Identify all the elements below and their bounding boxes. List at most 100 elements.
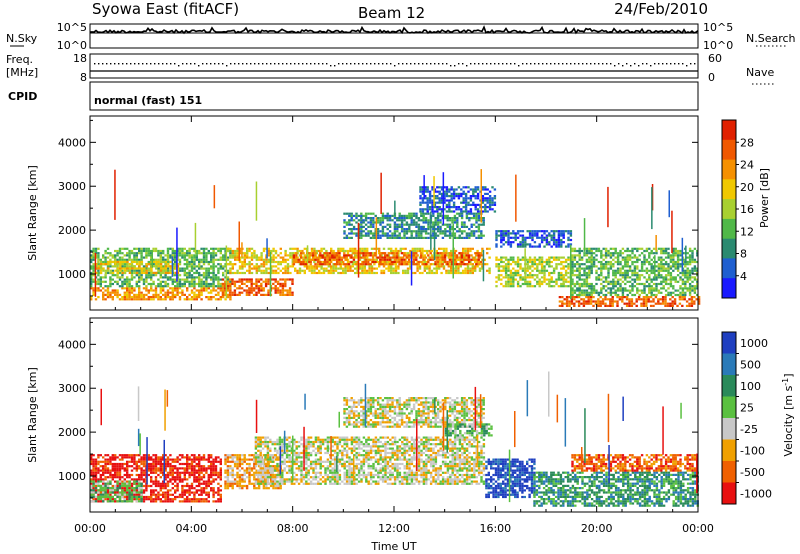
echo-cell (686, 287, 689, 290)
echo-streak (241, 242, 243, 258)
echo-cell (466, 252, 470, 255)
nave-dot (450, 65, 452, 67)
echo-cell (99, 265, 103, 268)
echo-cell (104, 476, 107, 479)
echo-cell (441, 256, 444, 259)
echo-cell (420, 228, 423, 231)
echo-cell (95, 267, 98, 270)
echo-cell (509, 271, 513, 275)
echo-cell (207, 249, 210, 253)
echo-cell (421, 197, 425, 200)
echo-cell (480, 234, 483, 237)
echo-cell (229, 247, 232, 250)
echo-cell (391, 219, 394, 222)
echo-cell (367, 225, 370, 228)
echo-cell (114, 491, 117, 494)
nave-dot (286, 63, 288, 65)
echo-cell (267, 258, 270, 261)
echo-cell (361, 249, 364, 253)
echo-cell (564, 285, 568, 288)
echo-cell (166, 249, 170, 253)
echo-cell (614, 260, 617, 264)
echo-cell (607, 249, 610, 253)
echo-cell (626, 260, 629, 264)
echo-cell (457, 186, 461, 189)
echo-cell (462, 186, 465, 189)
echo-cell (493, 195, 497, 198)
echo-cell (493, 210, 497, 213)
echo-cell (246, 256, 249, 259)
echo-cell (210, 265, 213, 268)
echo-cell (688, 263, 692, 266)
echo-cell (159, 260, 163, 263)
echo-cell (164, 298, 167, 301)
echo-cell (495, 234, 498, 237)
echo-cell (111, 269, 114, 272)
echo-cell (609, 298, 612, 301)
echo-cell (464, 206, 468, 209)
echo-cell (130, 258, 134, 261)
echo-cell (481, 247, 484, 250)
echo-cell (431, 206, 434, 209)
echo-cell (640, 265, 644, 268)
echo-cell (157, 267, 160, 270)
echo-cell (147, 276, 150, 279)
echo-cell (342, 247, 345, 250)
echo-cell (316, 256, 320, 259)
echo-cell (464, 199, 468, 202)
echo-cell (212, 278, 215, 281)
echo-cell (219, 252, 222, 255)
echo-cell (315, 249, 318, 253)
echo-cell (491, 186, 494, 189)
nave-dot (422, 63, 424, 65)
echo-cell (550, 265, 553, 268)
echo-cell (614, 280, 617, 283)
echo-cell (474, 256, 477, 259)
echo-cell (577, 296, 581, 299)
echo-cell (226, 282, 229, 285)
echo-cell (97, 469, 100, 472)
echo-cell (116, 249, 119, 253)
echo-cell (248, 247, 251, 250)
echo-cell (403, 252, 406, 255)
echo-cell (691, 276, 694, 279)
echo-cell (133, 265, 136, 268)
echo-cell (438, 192, 441, 195)
echo-cell (545, 260, 549, 264)
echo-cell (90, 469, 93, 472)
nave-dot (418, 63, 420, 65)
echo-cell (286, 278, 289, 281)
echo-cell (470, 217, 473, 220)
echo-cell (696, 254, 699, 257)
echo-cell (462, 269, 465, 272)
echo-cell (231, 280, 234, 283)
echo-cell (504, 271, 508, 275)
echo-cell (616, 269, 620, 272)
echo-cell (567, 271, 570, 275)
echo-cell (459, 265, 462, 268)
echo-cell (109, 258, 112, 261)
echo-cell (276, 289, 280, 292)
echo-cell (444, 217, 447, 220)
echo-cell (410, 212, 413, 215)
echo-cell (366, 247, 369, 250)
echo-cell (116, 280, 119, 283)
echo-cell (405, 232, 409, 235)
echo-cell (436, 263, 440, 266)
echo-cell (478, 263, 482, 266)
echo-cell (202, 274, 206, 277)
echo-cell (90, 471, 93, 474)
echo-cell (217, 285, 220, 288)
echo-cell (145, 298, 148, 301)
echo-cell (322, 267, 326, 270)
echo-cell (621, 258, 625, 261)
echo-cell (229, 260, 232, 264)
echo-cell (195, 276, 198, 279)
echo-cell (448, 210, 451, 213)
echo-cell (481, 267, 484, 270)
echo-cell (628, 300, 631, 303)
echo-cell (159, 289, 162, 292)
echo-cell (142, 265, 146, 268)
echo-cell (599, 296, 602, 299)
echo-cell (500, 238, 503, 242)
